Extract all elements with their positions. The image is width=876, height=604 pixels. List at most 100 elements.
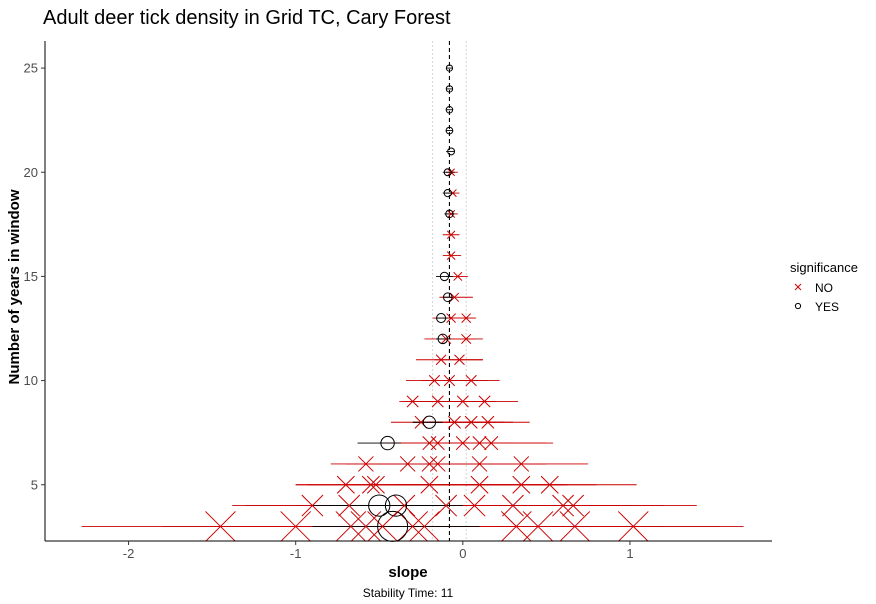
point-no-stroke bbox=[431, 395, 444, 408]
legend-label-no: NO bbox=[815, 281, 833, 295]
point-no bbox=[205, 511, 236, 542]
legend-circle-marker bbox=[794, 302, 802, 310]
point-no-stroke bbox=[540, 475, 559, 494]
point-no bbox=[421, 456, 438, 472]
point-no bbox=[366, 475, 385, 494]
point-no-stroke bbox=[443, 374, 456, 387]
point-no bbox=[470, 475, 489, 494]
point-no-stroke bbox=[484, 436, 499, 451]
point-yes bbox=[445, 85, 454, 93]
point-no-stroke bbox=[453, 271, 463, 281]
point-no-stroke bbox=[562, 494, 585, 517]
point-no bbox=[617, 511, 649, 542]
point-no bbox=[435, 494, 458, 517]
point-no bbox=[446, 251, 456, 260]
point-no bbox=[500, 511, 532, 542]
point-yes bbox=[436, 313, 447, 324]
point-no-stroke bbox=[500, 511, 532, 542]
point-no-stroke bbox=[428, 374, 441, 387]
point-no-stroke bbox=[441, 333, 452, 345]
point-no-stroke bbox=[205, 511, 236, 542]
point-no-stroke bbox=[406, 395, 419, 408]
point-no-stroke bbox=[559, 511, 591, 542]
point-no-stroke bbox=[461, 333, 472, 345]
point-no bbox=[455, 436, 470, 451]
point-no-stroke bbox=[350, 511, 382, 542]
point-no bbox=[447, 209, 456, 219]
x-tick-label: -1 bbox=[290, 546, 302, 561]
point-no bbox=[335, 511, 367, 542]
point-no-stroke bbox=[430, 436, 445, 451]
point-no bbox=[336, 475, 355, 494]
point-no bbox=[512, 475, 531, 494]
point-no-stroke bbox=[420, 475, 439, 494]
point-no-stroke bbox=[366, 475, 385, 494]
point-no bbox=[446, 230, 456, 239]
y-axis-ticks: 5 10 15 20 25 bbox=[24, 61, 45, 492]
point-no-stroke bbox=[421, 456, 438, 472]
point-no-stroke bbox=[470, 475, 489, 494]
point-yes bbox=[439, 271, 450, 282]
point-no bbox=[443, 374, 456, 387]
legend-key-no bbox=[794, 283, 802, 291]
point-no bbox=[501, 494, 524, 517]
point-no-stroke bbox=[338, 494, 361, 517]
point-no-stroke bbox=[409, 511, 440, 542]
point-no-stroke bbox=[361, 475, 380, 494]
point-yes bbox=[443, 188, 452, 198]
point-no-stroke bbox=[280, 511, 312, 542]
point-yes bbox=[445, 64, 454, 72]
chart-caption: Stability Time: 11 bbox=[363, 586, 454, 600]
legend-x-marker bbox=[794, 283, 802, 291]
point-no-stroke bbox=[336, 475, 355, 494]
point-no bbox=[456, 395, 469, 408]
point-no-stroke bbox=[301, 494, 324, 517]
point-no bbox=[461, 313, 472, 323]
point-yes bbox=[384, 494, 408, 517]
point-no-stroke bbox=[456, 395, 469, 408]
point-no bbox=[522, 511, 554, 542]
point-no bbox=[461, 333, 472, 345]
point-no-stroke bbox=[447, 415, 461, 429]
point-yes bbox=[368, 494, 391, 517]
point-no-stroke bbox=[552, 494, 575, 517]
point-no-stroke bbox=[463, 494, 486, 517]
point-no-stroke bbox=[481, 415, 495, 429]
point-no-stroke bbox=[471, 456, 488, 472]
point-no-stroke bbox=[513, 456, 530, 472]
chart-title: Adult deer tick density in Grid TC, Cary… bbox=[43, 7, 451, 29]
point-yes bbox=[380, 435, 395, 451]
point-no bbox=[367, 511, 398, 542]
point-no bbox=[350, 511, 382, 542]
point-no bbox=[484, 436, 499, 451]
point-no bbox=[478, 395, 491, 408]
point-no-stroke bbox=[367, 511, 398, 542]
point-no-stroke bbox=[464, 415, 478, 429]
y-tick-label: 20 bbox=[24, 165, 38, 180]
point-no-stroke bbox=[446, 251, 456, 260]
point-no bbox=[406, 395, 419, 408]
legend: significance NO YES bbox=[790, 260, 858, 314]
point-no bbox=[280, 511, 312, 542]
data-points bbox=[205, 64, 649, 542]
point-no-stroke bbox=[397, 511, 429, 542]
point-no-stroke bbox=[478, 395, 491, 408]
point-no-stroke bbox=[501, 494, 524, 517]
point-no bbox=[513, 456, 530, 472]
point-no-stroke bbox=[447, 209, 456, 219]
point-no-stroke bbox=[358, 456, 374, 472]
point-no bbox=[358, 456, 374, 472]
point-no bbox=[441, 333, 452, 345]
y-tick-label: 10 bbox=[24, 373, 38, 388]
point-no-stroke bbox=[461, 313, 472, 323]
point-no-stroke bbox=[435, 354, 447, 366]
point-no bbox=[453, 271, 463, 281]
legend-title: significance bbox=[790, 260, 858, 275]
point-no bbox=[435, 354, 447, 366]
point-no-stroke bbox=[617, 511, 649, 542]
point-yes bbox=[447, 147, 456, 156]
y-axis-title: Number of years in window bbox=[6, 189, 23, 384]
point-no bbox=[393, 494, 416, 517]
point-no bbox=[481, 415, 495, 429]
